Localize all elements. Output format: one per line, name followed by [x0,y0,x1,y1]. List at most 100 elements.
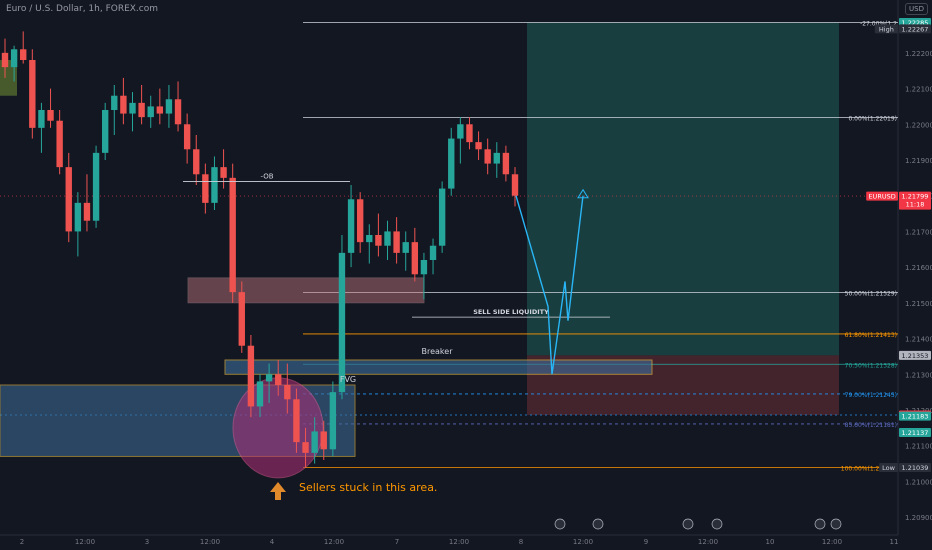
fib-level-label: 79.00%(1.21245) [845,392,897,399]
price-tag-value: 1.21137 [902,429,929,437]
candle-body [1,52,9,68]
candle-body [38,110,45,128]
candle-body [420,260,428,275]
price-tag-value: 1.22267 [902,25,929,33]
up-arrow-icon [270,482,286,500]
candle-body [338,252,346,393]
price-tag-value: 1.21353 [902,352,929,360]
candle-body [247,345,255,407]
price-tag-label-box [866,191,898,201]
candle-body [511,174,519,196]
x-tick-label: 12:00 [324,538,344,546]
economic-event-icon [554,518,566,530]
y-tick-label: 1.21400 [905,336,932,344]
y-tick-label: 1.22200 [905,50,932,58]
economic-event-icon [682,518,694,530]
candle-body [211,167,218,203]
price-tag-value: 1.21183 [902,413,929,421]
candle-body [83,202,91,221]
economic-event-icon [592,518,604,530]
x-tick-label: 12:00 [200,538,220,546]
currency-badge[interactable]: USD [905,3,928,15]
price-tag-box [899,350,931,360]
price-tag: 1.22267 High [874,24,931,34]
projection-path [515,195,584,375]
y-tick-label: 1.21100 [905,443,932,451]
economic-event-icon [814,518,826,530]
candle-body [10,49,18,68]
candle-body [393,231,400,253]
x-tick-label: 3 [145,538,149,546]
candle-body [329,392,337,450]
candle-body [29,60,36,128]
price-tag-label: High [879,25,894,33]
price-tag: 1.21353 [899,350,931,360]
x-tick-label: 7 [395,538,399,546]
candle-body [220,167,227,178]
candle-body [384,231,391,246]
y-tick-label: 1.22100 [905,86,932,94]
y-tick-label: 1.22000 [905,121,932,129]
price-tag-box [899,463,931,472]
candle-body [92,152,100,221]
y-tick-label: 1.20900 [905,514,932,522]
candle-body [293,399,300,443]
fib-level-label: 61.80%(1.21413) [845,332,897,339]
fib-level-label: 100.00%(1.21039) [841,466,897,473]
price-tag-value: 1.21799 [902,193,929,201]
candle-body [320,431,327,450]
candle-body [174,99,182,125]
economic-event-icon [830,518,842,530]
fib-level-label: 70.50%(1.21328) [845,362,897,369]
y-tick-label: 1.21700 [905,228,932,236]
candle-body [147,106,154,118]
sell-side-label: SELL SIDE LIQUIDITY [473,308,549,316]
price-tag-box [899,191,931,210]
price-tag-label: Low [882,464,895,472]
candle-body [265,374,273,382]
price-tag: 1.21137 [899,428,931,437]
candle-body [111,95,118,110]
y-tick-label: 1.21900 [905,157,932,165]
x-tick-label: 12:00 [822,538,842,546]
price-tag-label-box [879,463,898,472]
chart-title: Euro / U.S. Dollar, 1h, FOREX.com [6,4,159,14]
sellers-note: Sellers stuck in this area. [299,481,437,494]
breaker-label: Breaker [422,347,454,356]
fib-level-label: 85.60%(1.21181) [845,422,897,429]
fib-level-label: 0.00%(1.22019) [848,116,897,123]
candle-body [165,99,173,114]
candle-body [101,110,109,153]
candle-body [238,292,245,346]
fib-level-label: 50.00%(1.21529) [845,291,897,298]
price-tag-box [899,24,931,34]
price-tag-box [899,428,931,437]
x-tick-label: 9 [644,538,648,546]
candle-body [347,199,355,253]
candle-body [47,110,54,121]
candle-body [183,124,191,150]
y-tick-label: 1.21500 [905,300,932,308]
x-tick-label: 12:00 [449,538,469,546]
price-tag-value: 1.22285 [902,19,929,27]
candle-body [366,235,373,243]
candle-body [448,138,455,189]
candle-body [193,149,200,175]
x-tick-label: 2 [20,538,24,546]
candle-body [429,245,437,260]
candle-body [138,102,145,118]
candle-body [229,177,236,293]
price-tag-label-box [874,24,898,34]
price-tag-value: 1.21039 [902,464,929,472]
candle-body [311,431,318,453]
x-tick-label: 10 [766,538,775,546]
ob-label: -OB [260,172,273,180]
candle-body [74,202,82,232]
candle-body [356,199,364,243]
economic-event-icon [711,518,723,530]
candle-body [466,124,473,143]
candle-body [120,95,127,114]
x-tick-label: 4 [270,538,275,546]
candle-body [302,442,309,453]
